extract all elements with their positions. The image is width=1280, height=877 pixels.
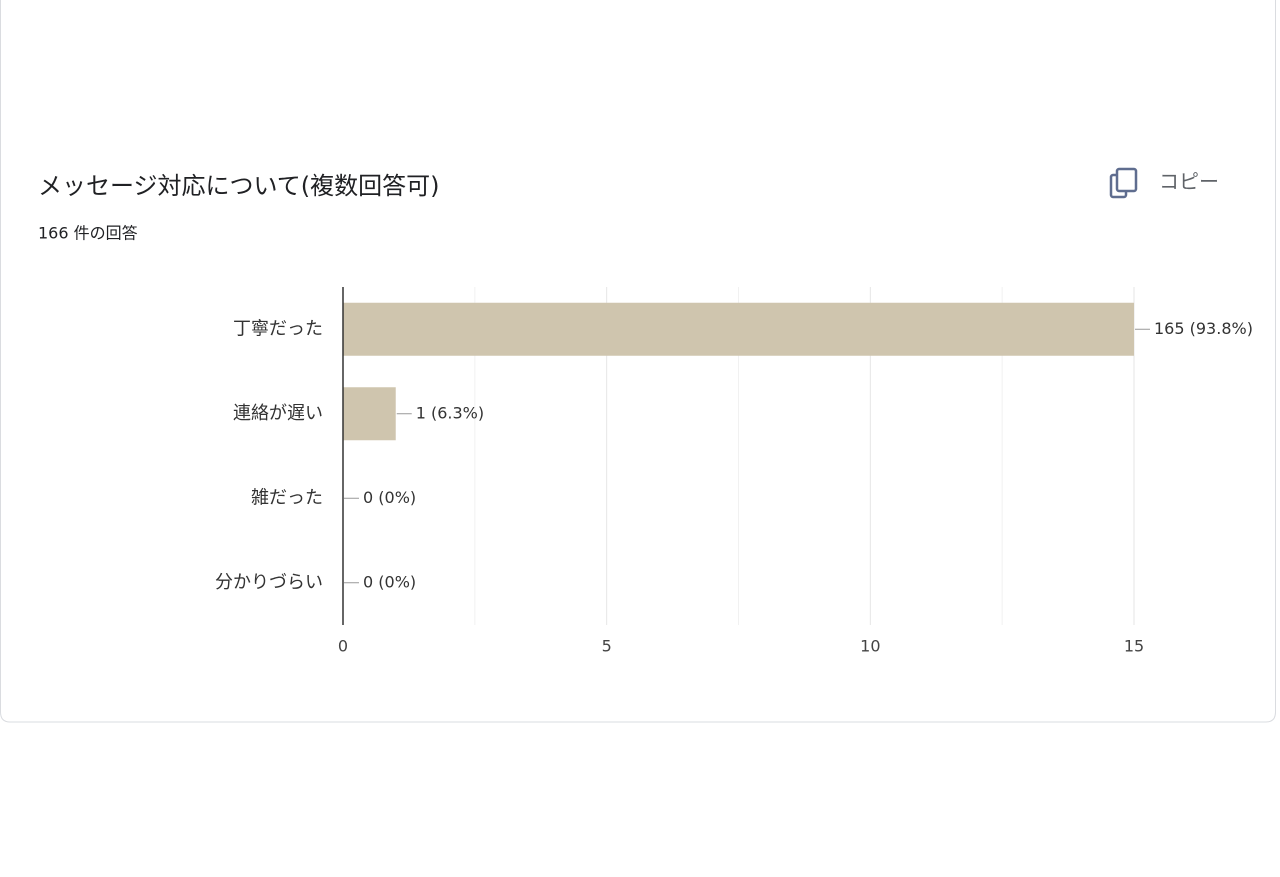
subtitle: 166 件の回答 <box>38 224 138 243</box>
value-label: 1 (6.3%) <box>416 403 484 422</box>
value-label: 0 (0%) <box>363 572 416 591</box>
bar <box>343 387 396 441</box>
title: メッセージ対応について(複数回答可) <box>38 172 440 200</box>
copy-label: コピー <box>1159 170 1219 194</box>
value-label: 165 (93.8%) <box>1154 319 1253 338</box>
y-tick-label: 連絡が遅い <box>233 403 323 424</box>
y-tick-label: 分かりづらい <box>215 572 323 593</box>
plot: 0 5 10 15 丁寧だった 165 (93.8%) 連絡が遅い 1 (6.3%) 雑だった 0… <box>215 287 1253 656</box>
x-tick-label: 5 <box>602 637 612 656</box>
copy-button[interactable]: コピー <box>1109 167 1219 199</box>
card <box>0 0 1276 723</box>
x-tick-label: 15 <box>1124 637 1144 656</box>
copy-icon <box>1115 167 1138 193</box>
value-label: 0 (0%) <box>363 488 416 507</box>
bar <box>343 302 1134 356</box>
x-tick-label: 0 <box>338 637 348 656</box>
y-tick-label: 丁寧だった <box>233 318 323 339</box>
y-tick-label: 雑だった <box>251 487 323 508</box>
x-tick-label: 10 <box>860 637 880 656</box>
bars <box>343 302 1134 441</box>
